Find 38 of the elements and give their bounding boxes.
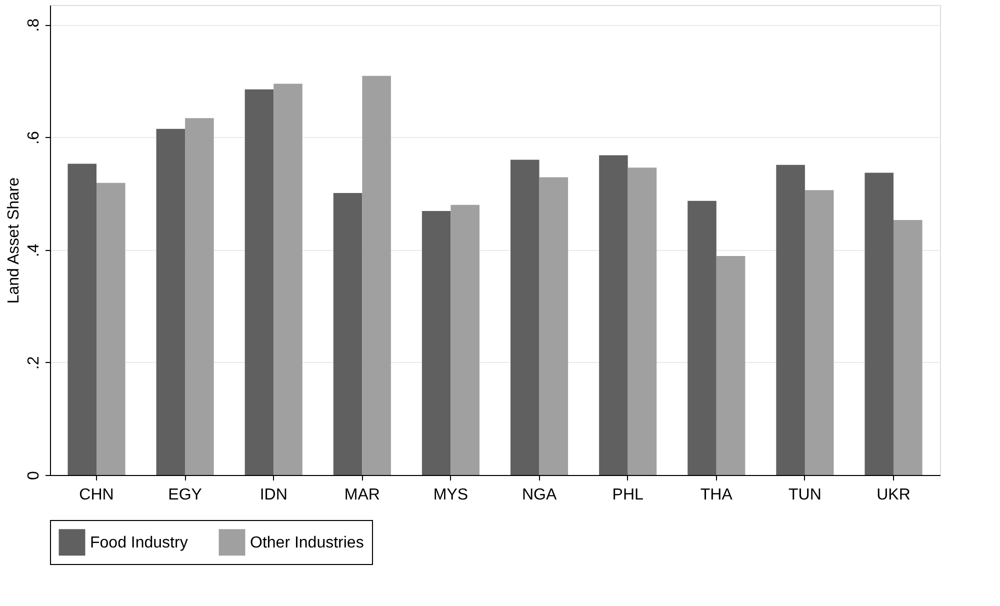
bar	[274, 84, 302, 475]
x-tick-label: UKR	[876, 486, 910, 504]
bar	[68, 164, 96, 475]
y-tick-label: .2	[26, 356, 42, 370]
y-axis-title: Land Asset Share	[6, 177, 22, 304]
bar	[510, 160, 540, 475]
bar	[539, 177, 568, 475]
x-tick-label: TUN	[788, 486, 822, 504]
y-tick-label: 0	[26, 470, 42, 480]
bar	[96, 182, 126, 475]
x-tick-label: THA	[700, 486, 733, 504]
x-tick-label: NGA	[522, 486, 557, 504]
x-tick-label: PHL	[612, 486, 644, 504]
bar	[185, 118, 214, 475]
bar	[688, 200, 716, 475]
bar	[716, 256, 746, 475]
bar	[156, 128, 186, 475]
bar	[450, 204, 480, 475]
bar	[894, 220, 922, 475]
x-tick-label: IDN	[260, 486, 288, 504]
y-tick-label: .6	[26, 131, 42, 144]
bar	[804, 190, 834, 475]
bar	[599, 155, 628, 475]
bar	[628, 168, 657, 475]
bar	[422, 211, 451, 475]
x-tick-label: EGY	[168, 486, 202, 504]
x-tick-label: MAR	[344, 486, 380, 504]
bar	[776, 164, 805, 475]
bar	[333, 193, 362, 475]
y-tick-label: .8	[26, 18, 42, 32]
bar	[864, 172, 894, 475]
bar	[244, 89, 274, 475]
bar	[362, 76, 391, 475]
y-tick-label: .4	[26, 244, 42, 258]
x-tick-label: MYS	[433, 486, 468, 504]
x-tick-label: CHN	[79, 486, 114, 504]
legend-label: Other Industries	[250, 534, 364, 552]
legend-label: Food Industry	[90, 534, 188, 552]
